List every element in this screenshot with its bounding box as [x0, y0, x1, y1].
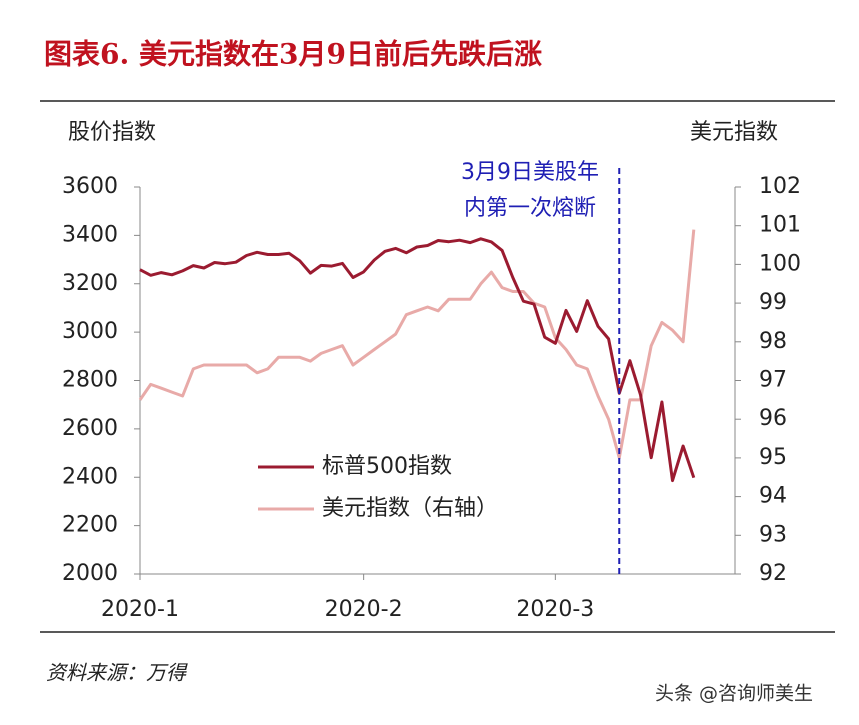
- watermark: 头条 @咨询师美生: [655, 683, 813, 705]
- x-tick-label: 2020-2: [325, 597, 403, 622]
- annotation-text: 3月9日美股年: [461, 160, 599, 185]
- y-tick-label: 2000: [62, 561, 118, 586]
- y-tick-label: 2200: [62, 513, 118, 538]
- x-tick-label: 2020-1: [101, 597, 179, 622]
- y-tick-label: 2600: [62, 416, 118, 441]
- y-tick-label: 2400: [62, 464, 118, 489]
- y2-tick-label: 97: [759, 368, 787, 393]
- series-line: [138, 229, 696, 460]
- y2-tick-label: 96: [759, 406, 787, 431]
- annotation-text: 内第一次熔断: [464, 196, 596, 221]
- x-tick-label: 2020-3: [516, 597, 594, 622]
- y2-tick-label: 98: [759, 329, 787, 354]
- y2-tick-label: 95: [759, 445, 787, 470]
- y2-tick-label: 100: [759, 251, 801, 276]
- y2-tick-label: 94: [759, 484, 787, 509]
- chart-title: 图表6. 美元指数在3月9日前后先跌后涨: [44, 38, 542, 71]
- y-tick-label: 2800: [62, 368, 118, 393]
- legend-label: 美元指数（右轴）: [322, 496, 498, 521]
- y-tick-label: 3600: [62, 174, 118, 199]
- y2-tick-label: 93: [759, 522, 787, 547]
- legend-label: 标普500指数: [322, 454, 452, 479]
- y2-tick-label: 92: [759, 561, 787, 586]
- y2-tick-label: 101: [759, 213, 801, 238]
- y2-tick-label: 99: [759, 290, 787, 315]
- source: 资料来源：万得: [46, 661, 188, 685]
- y2-tick-label: 102: [759, 174, 801, 199]
- series-line: [139, 237, 696, 483]
- y-axis-label: 股价指数: [68, 120, 156, 145]
- y-tick-label: 3400: [62, 222, 118, 247]
- y-tick-label: 3200: [62, 271, 118, 296]
- y2-axis-label: 美元指数: [690, 120, 778, 145]
- y-tick-label: 3000: [62, 319, 118, 344]
